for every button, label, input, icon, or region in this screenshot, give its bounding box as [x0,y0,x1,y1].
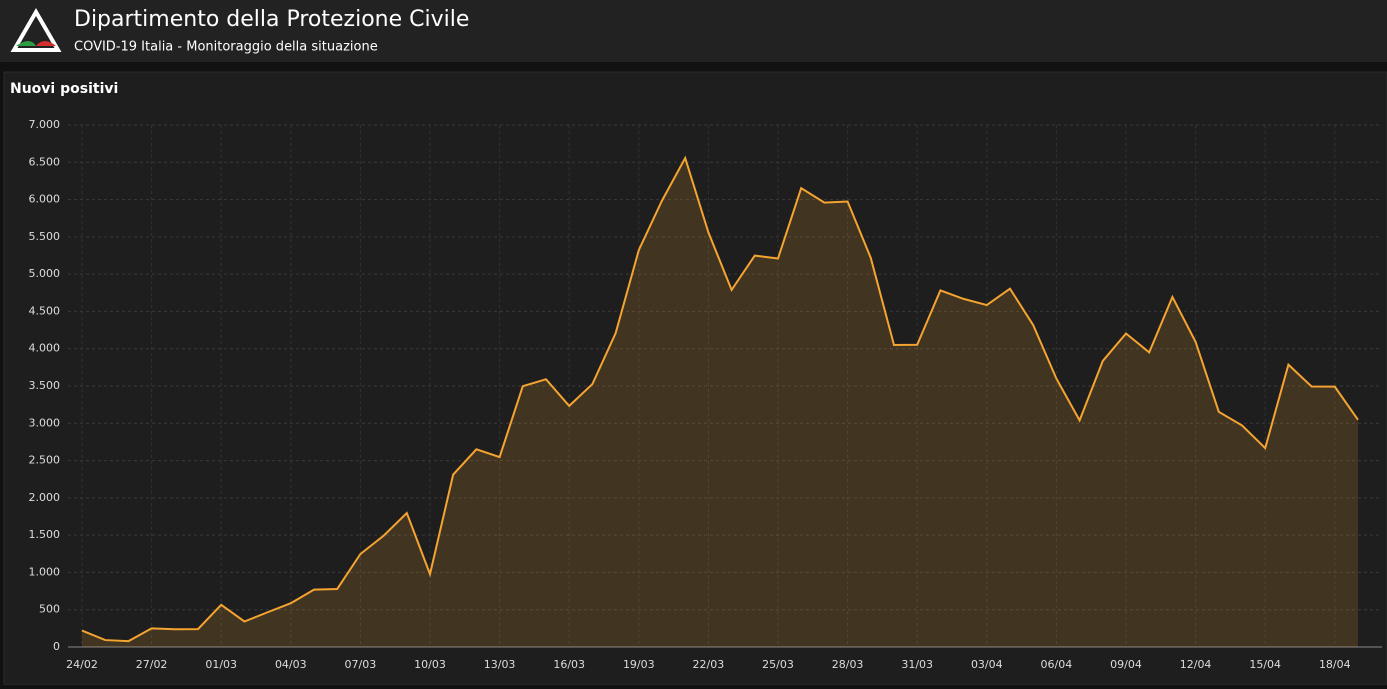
x-tick-label: 28/03 [832,658,864,671]
y-tick-label: 3.500 [29,379,61,392]
x-tick-label: 22/03 [693,658,725,671]
y-tick-label: 4.500 [29,304,61,317]
y-tick-label: 6.500 [29,155,61,168]
y-tick-label: 6.000 [29,193,61,206]
x-tick-label: 10/03 [414,658,446,671]
y-tick-label: 1.500 [29,528,61,541]
y-tick-label: 2.000 [29,491,61,504]
x-tick-label: 09/04 [1110,658,1142,671]
header-title: Dipartimento della Protezione Civile [74,7,469,32]
x-tick-label: 15/04 [1249,658,1281,671]
x-tick-label: 16/03 [553,658,585,671]
chart-title: Nuovi positivi [10,81,118,97]
y-tick-label: 500 [39,603,60,616]
x-tick-label: 06/04 [1041,658,1073,671]
x-tick-label: 27/02 [136,658,168,671]
y-tick-label: 7.000 [29,118,61,131]
x-tick-label: 07/03 [345,658,377,671]
y-tick-label: 2.500 [29,454,61,467]
y-tick-label: 3.000 [29,416,61,429]
x-tick-label: 01/03 [205,658,237,671]
header-subtitle: COVID-19 Italia - Monitoraggio della sit… [74,40,378,55]
header-bar [0,0,1387,62]
line [81,155,1359,643]
chart-panel [3,71,1387,686]
x-tick-label: 19/03 [623,658,655,671]
x-tick-label: 24/02 [66,658,98,671]
y-tick-label: 5.500 [29,230,61,243]
x-tick-label: 12/04 [1180,658,1212,671]
y-tick-label: 0 [53,640,60,653]
x-tick-label: 03/04 [971,658,1003,671]
logo [10,8,62,52]
x-tick-label: 18/04 [1319,658,1351,671]
plot: 0 500 1.000 1.500 2.000 2.500 3.000 3.500 4.000 4… [29,118,1382,671]
x-tick-label: 04/03 [275,658,307,671]
area-fill [82,158,1358,647]
y-tick-label: 1.000 [29,565,61,578]
y-tick-label: 4.000 [29,342,61,355]
x-tick-label: 31/03 [901,658,933,671]
x-tick-label: 13/03 [484,658,516,671]
x-tick-label: 25/03 [762,658,794,671]
y-tick-label: 5.000 [29,267,61,280]
